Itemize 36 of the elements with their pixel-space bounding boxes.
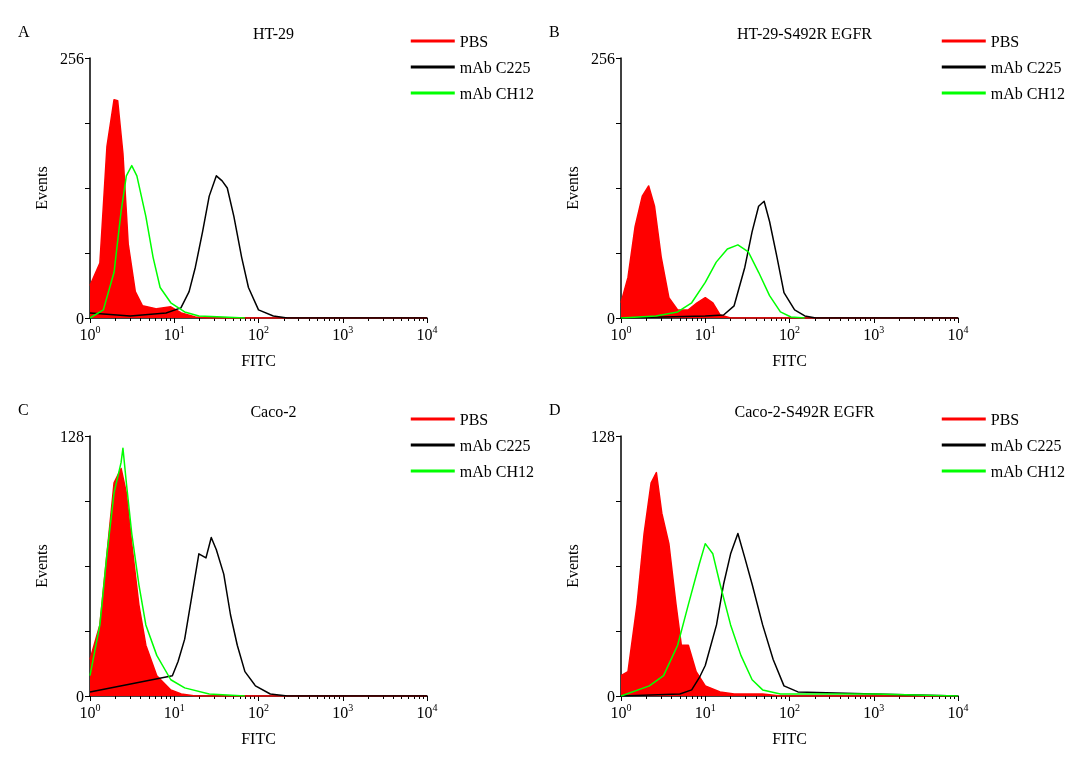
x-axis-title: FITC xyxy=(772,729,807,747)
y-axis-title: Events xyxy=(563,544,581,588)
text: C xyxy=(18,400,29,418)
chart-title: HT-29 xyxy=(252,24,295,42)
y-tick-label: 256 xyxy=(60,49,84,67)
chart-title: Caco-2-S492R EGFR xyxy=(734,402,875,420)
chart-title: Caco-2 xyxy=(250,402,297,420)
text: B xyxy=(549,22,560,40)
y-tick-label: 0 xyxy=(607,309,615,327)
text: D xyxy=(549,400,561,418)
legend-label: PBS xyxy=(459,410,489,428)
y-tick-label: 256 xyxy=(591,49,615,67)
y-axis-title: Events xyxy=(32,166,50,210)
legend-label: mAb CH12 xyxy=(459,84,535,102)
legend-label: mAb C225 xyxy=(459,436,531,454)
legend-label: PBS xyxy=(990,410,1020,428)
y-tick-label: 0 xyxy=(76,687,84,705)
y-tick-label: 128 xyxy=(591,427,615,445)
x-axis-title: FITC xyxy=(241,351,276,369)
y-axis-title: Events xyxy=(563,166,581,210)
x-axis-title: FITC xyxy=(772,351,807,369)
y-tick-label: 0 xyxy=(607,687,615,705)
y-axis-title: Events xyxy=(32,544,50,588)
legend-label: mAb CH12 xyxy=(459,462,535,480)
legend-label: PBS xyxy=(990,32,1020,50)
y-tick-label: 0 xyxy=(76,309,84,327)
text: A xyxy=(18,22,30,40)
legend-label: mAb CH12 xyxy=(990,84,1066,102)
legend-label: mAb C225 xyxy=(459,58,531,76)
x-axis-title: FITC xyxy=(241,729,276,747)
chart-title: HT-29-S492R EGFR xyxy=(737,24,873,42)
legend-label: mAb C225 xyxy=(990,436,1062,454)
legend-label: PBS xyxy=(459,32,489,50)
y-tick-label: 128 xyxy=(60,427,84,445)
legend-label: mAb C225 xyxy=(990,58,1062,76)
legend-label: mAb CH12 xyxy=(990,462,1066,480)
